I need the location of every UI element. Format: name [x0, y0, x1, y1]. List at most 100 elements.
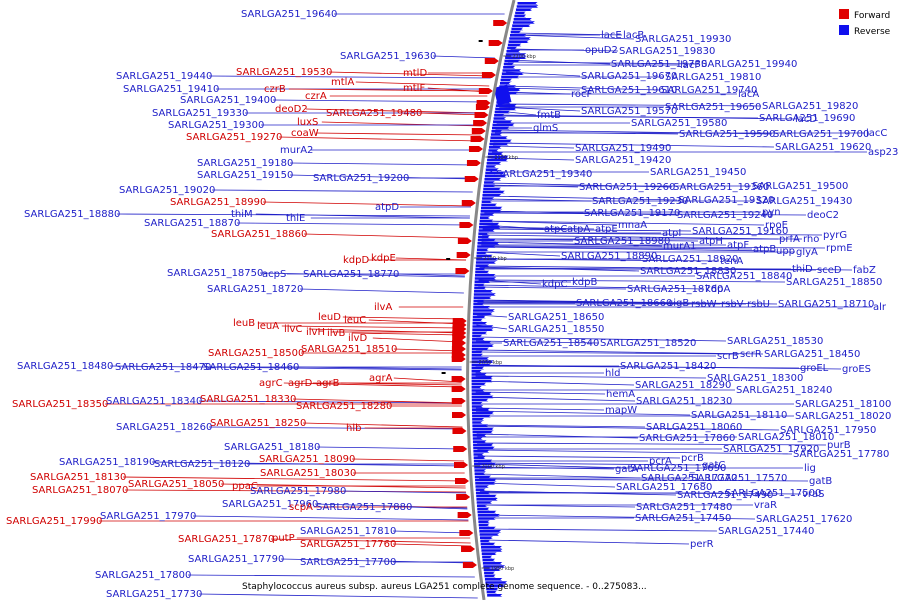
- leader-line: [477, 449, 793, 455]
- leader-line: [476, 314, 508, 318]
- reverse-gene: [476, 501, 493, 504]
- gene-label: agrD: [288, 378, 313, 389]
- reverse-gene: [475, 485, 489, 488]
- reverse-gene: [484, 571, 496, 575]
- leader-line: [477, 442, 827, 446]
- leader-line: [480, 258, 720, 262]
- gene-label: kdpE: [371, 253, 396, 264]
- reverse-gene: [512, 24, 531, 27]
- leader-line: [475, 364, 842, 370]
- reverse-gene: [474, 286, 487, 290]
- leader-line: [192, 515, 469, 521]
- gene-label: kdpA: [705, 284, 730, 295]
- reverse-gene: [471, 344, 494, 347]
- gene-label: SARLGA251_18420: [620, 361, 716, 372]
- gene-label: SARLGA251_18090: [259, 454, 355, 465]
- gene-label: SARLGA251_19320: [678, 195, 774, 206]
- gene-label: SARLGA251_19730: [611, 59, 707, 70]
- reverse-gene: [473, 306, 490, 309]
- gene-label: mtlA: [331, 77, 354, 88]
- leader-line: [208, 426, 463, 430]
- reverse-gene: [476, 258, 498, 261]
- leader-line: [476, 425, 780, 431]
- reverse-gene: [474, 466, 493, 469]
- forward-gene: [453, 446, 468, 452]
- legend-label-reverse: Reverse: [854, 27, 891, 37]
- leader-line: [514, 32, 623, 36]
- leader-line: [493, 142, 775, 148]
- reverse-gene: [477, 514, 500, 517]
- gene-label: SARLGA251_18650: [508, 312, 604, 323]
- gene-label: SARLGA251_18720: [207, 284, 303, 295]
- reverse-gene: [478, 520, 490, 523]
- gene-label: SARLGA251_19570: [581, 106, 677, 117]
- gene-label: SARLGA251_19820: [762, 101, 858, 112]
- forward-gene: [455, 268, 470, 274]
- gene-label: atpE: [595, 224, 618, 235]
- gene-label: SARLGA251_18290: [635, 380, 731, 391]
- leader-line: [351, 332, 463, 336]
- gene-label: SARLGA251_17570: [691, 473, 787, 484]
- leader-line: [476, 336, 727, 342]
- reverse-gene: [479, 216, 490, 219]
- reverse-gene: [477, 507, 490, 511]
- reverse-gene: [481, 552, 497, 555]
- legend-swatch-forward: [839, 9, 849, 19]
- feature-marker: [441, 372, 446, 374]
- reverse-gene: [485, 581, 508, 584]
- reverse-gene: [475, 261, 497, 264]
- reverse-gene: [475, 274, 496, 277]
- gene-label: rsbV: [721, 299, 744, 310]
- leader-line: [510, 48, 619, 52]
- gene-label: SARLGA251_18830: [640, 266, 736, 277]
- leader-line: [393, 377, 462, 383]
- reverse-gene: [484, 174, 507, 178]
- gene-label: SARLGA251_17490: [677, 490, 773, 501]
- leader-line: [477, 301, 747, 305]
- reverse-gene: [471, 373, 487, 376]
- reverse-gene: [488, 146, 502, 149]
- reverse-gene: [481, 200, 493, 203]
- gene-label: SARLGA251_18300: [707, 373, 803, 384]
- reverse-gene: [476, 254, 493, 258]
- gene-label: SARLGA251_18530: [727, 336, 823, 347]
- leader-line: [475, 391, 606, 395]
- leader-line: [508, 59, 611, 65]
- reverse-gene: [513, 18, 532, 21]
- gene-label: SARLGA251_18460: [203, 362, 299, 373]
- gene-label: SARLGA251_18500: [208, 348, 304, 359]
- gene-label: pcrB: [681, 453, 704, 464]
- gene-label: acpS: [262, 269, 286, 280]
- reverse-gene: [480, 213, 495, 216]
- leader-line: [272, 99, 487, 103]
- gene-label: SARLGA251_19410: [123, 84, 219, 95]
- gene-label: SARLGA251_17880: [316, 502, 412, 513]
- gene-label: SARLGA251_18070: [32, 485, 128, 496]
- gene-label: deoD2: [275, 104, 308, 115]
- gene-label: SARLGA251_18520: [600, 338, 696, 349]
- leader-line: [255, 213, 470, 219]
- reverse-gene: [473, 450, 490, 453]
- reverse-gene: [487, 158, 508, 162]
- reverse-gene: [506, 50, 521, 53]
- leader-line: [479, 482, 616, 488]
- gene-label: SARLGA251_19340: [496, 169, 592, 180]
- tick-label: 2050 kbp: [479, 360, 503, 366]
- gene-label: SARLGA251_18110: [691, 410, 787, 421]
- forward-gene: [488, 40, 503, 46]
- reverse-gene: [491, 130, 503, 133]
- leader-line: [478, 466, 615, 470]
- gene-label: SARLGA251_19450: [650, 167, 746, 178]
- gene-label: SARLGA251_18880: [24, 209, 120, 220]
- reverse-gene: [471, 350, 483, 354]
- feature-marker: [478, 40, 483, 42]
- reverse-gene: [507, 43, 522, 47]
- reverse-gene: [495, 107, 517, 111]
- gene-label: SARLGA251_19170: [584, 208, 680, 219]
- reverse-gene: [476, 248, 489, 251]
- gene-label: SARLGA251_19590: [679, 129, 775, 140]
- gene-label: SARLGA251_17960: [222, 499, 318, 510]
- leader-line: [475, 410, 691, 416]
- reverse-gene: [471, 386, 482, 389]
- gene-label: gatA: [615, 464, 638, 475]
